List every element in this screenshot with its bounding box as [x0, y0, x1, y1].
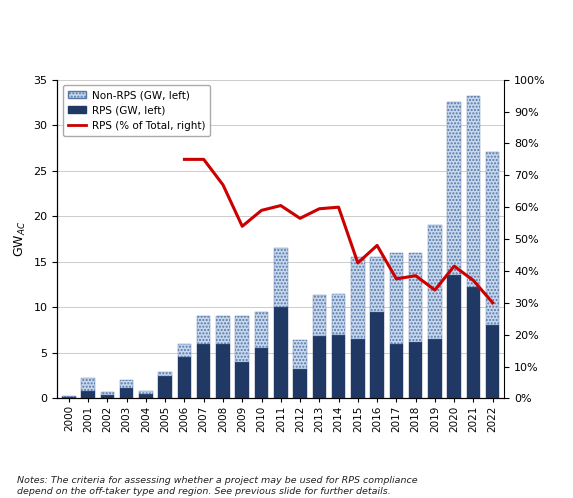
RPS (% of Total, right)	[354, 260, 361, 266]
Bar	[62, 396, 76, 398]
Bar	[486, 151, 500, 325]
Bar	[390, 252, 403, 344]
Bar	[390, 344, 403, 398]
Bar	[448, 275, 461, 398]
Bar	[216, 344, 230, 398]
RPS (% of Total, right)	[470, 277, 477, 283]
Bar	[81, 378, 95, 391]
Bar	[101, 392, 114, 395]
Bar	[466, 96, 480, 287]
Bar	[178, 344, 191, 358]
Bar	[293, 369, 307, 398]
Y-axis label: GW$_{AC}$: GW$_{AC}$	[13, 221, 28, 257]
Bar	[274, 307, 288, 398]
RPS (% of Total, right)	[335, 204, 342, 210]
Bar	[81, 391, 95, 398]
Bar	[197, 316, 210, 344]
Bar	[370, 257, 384, 312]
Bar	[409, 342, 422, 398]
Bar	[312, 295, 326, 337]
Bar	[428, 339, 442, 398]
Bar	[351, 257, 364, 339]
Bar	[370, 312, 384, 398]
RPS (% of Total, right)	[219, 182, 226, 188]
Bar	[139, 394, 152, 398]
RPS (% of Total, right)	[258, 207, 265, 213]
RPS (% of Total, right)	[239, 223, 246, 229]
Bar	[139, 391, 152, 394]
Bar	[274, 248, 288, 307]
RPS (% of Total, right)	[412, 273, 419, 279]
RPS (% of Total, right)	[431, 287, 438, 293]
RPS (% of Total, right)	[393, 276, 400, 282]
Line: RPS (% of Total, right): RPS (% of Total, right)	[185, 159, 493, 303]
RPS (% of Total, right)	[277, 203, 284, 209]
Text: Annual Renewable Capacity Additions: Annual Renewable Capacity Additions	[64, 22, 509, 42]
Bar	[293, 340, 307, 369]
Bar	[236, 316, 249, 362]
RPS (% of Total, right)	[451, 263, 458, 269]
Bar	[159, 375, 172, 398]
Bar	[120, 388, 134, 398]
Text: Notes: The criteria for assessing whether a project may be used for RPS complian: Notes: The criteria for assessing whethe…	[17, 476, 418, 496]
Bar	[120, 380, 134, 388]
Bar	[466, 287, 480, 398]
Bar	[312, 337, 326, 398]
Bar	[101, 395, 114, 398]
Bar	[197, 344, 210, 398]
Bar	[159, 372, 172, 375]
RPS (% of Total, right)	[181, 156, 188, 162]
RPS (% of Total, right)	[316, 206, 323, 212]
Bar	[236, 362, 249, 398]
Bar	[486, 325, 500, 398]
Bar	[332, 335, 346, 398]
Bar	[448, 103, 461, 275]
Bar	[351, 339, 364, 398]
Bar	[255, 348, 268, 398]
Bar	[255, 312, 268, 348]
Bar	[178, 358, 191, 398]
Bar	[216, 316, 230, 344]
Bar	[409, 252, 422, 342]
Bar	[332, 294, 346, 335]
RPS (% of Total, right)	[201, 156, 207, 162]
RPS (% of Total, right)	[297, 215, 304, 221]
Bar	[428, 226, 442, 339]
RPS (% of Total, right)	[374, 243, 380, 249]
RPS (% of Total, right)	[489, 300, 496, 306]
Legend: Non-RPS (GW, left), RPS (GW, left), RPS (% of Total, right): Non-RPS (GW, left), RPS (GW, left), RPS …	[62, 85, 210, 136]
